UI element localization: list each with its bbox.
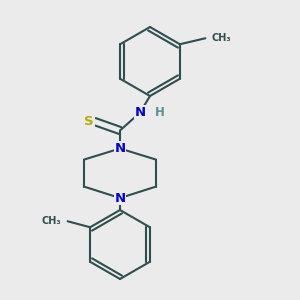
Text: N: N bbox=[114, 142, 126, 155]
Text: CH₃: CH₃ bbox=[41, 216, 61, 226]
Text: N: N bbox=[134, 106, 146, 119]
Text: CH₃: CH₃ bbox=[212, 33, 232, 43]
Text: N: N bbox=[114, 191, 126, 205]
Text: S: S bbox=[84, 115, 94, 128]
Text: H: H bbox=[155, 106, 164, 119]
